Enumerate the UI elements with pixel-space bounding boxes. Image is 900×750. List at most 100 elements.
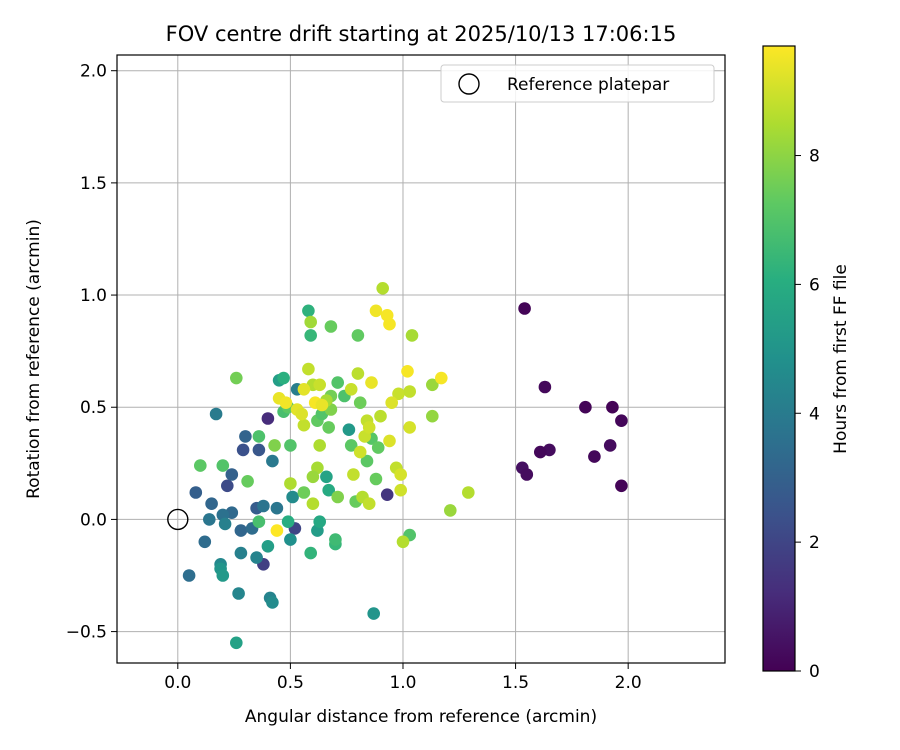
data-point	[304, 329, 318, 342]
data-point	[216, 569, 230, 582]
data-point	[261, 412, 275, 425]
data-point	[252, 515, 266, 528]
plot-area	[117, 55, 725, 663]
data-point	[205, 497, 218, 511]
data-point	[261, 540, 275, 553]
data-point	[320, 470, 333, 484]
data-point	[270, 501, 284, 515]
x-tick-label: 1.5	[502, 673, 529, 693]
data-point	[324, 320, 338, 333]
data-point	[216, 459, 230, 472]
data-point	[234, 546, 248, 560]
data-point	[606, 400, 619, 414]
data-point	[360, 454, 374, 468]
data-point	[297, 383, 311, 396]
data-point	[297, 486, 311, 499]
data-point	[270, 524, 284, 537]
colorbar-tick-label: 8	[809, 147, 820, 167]
data-point	[344, 439, 358, 452]
data-point	[534, 445, 547, 459]
data-point	[588, 450, 601, 463]
y-tick-label: 1.0	[80, 286, 107, 306]
data-point	[302, 362, 315, 376]
data-point	[189, 486, 203, 499]
data-point	[322, 421, 336, 434]
data-point	[279, 396, 293, 410]
data-point	[367, 607, 381, 620]
data-point	[306, 470, 320, 484]
data-point	[284, 439, 297, 452]
colorbar-tick-label: 4	[809, 404, 820, 424]
colorbar-tick-label: 2	[809, 533, 820, 553]
data-point	[304, 315, 318, 329]
data-point	[194, 459, 207, 472]
colorbar-tick-label: 0	[809, 662, 820, 682]
y-axis-label: Rotation from reference (arcmin)	[24, 219, 44, 499]
y-tick-label: 1.5	[80, 174, 107, 194]
data-point	[257, 499, 270, 513]
x-tick-label: 1.0	[389, 673, 416, 693]
data-point	[396, 535, 410, 549]
data-point	[225, 468, 239, 481]
data-point	[538, 380, 552, 394]
data-point	[374, 409, 387, 423]
data-point	[239, 430, 252, 443]
legend: Reference platepar	[440, 64, 715, 103]
data-point	[362, 497, 376, 511]
data-point	[426, 409, 439, 423]
data-point	[385, 396, 399, 410]
data-point	[444, 504, 457, 517]
data-point	[198, 535, 212, 549]
data-points	[182, 282, 628, 650]
data-point	[405, 329, 419, 342]
data-point	[252, 430, 266, 443]
data-point	[236, 443, 250, 457]
data-point	[518, 302, 531, 315]
data-point	[203, 513, 216, 526]
data-point	[329, 533, 342, 546]
data-point	[302, 304, 315, 318]
data-point	[394, 483, 408, 497]
data-point	[295, 407, 309, 421]
data-point	[266, 596, 279, 609]
data-point	[380, 488, 394, 502]
legend-label: Reference platepar	[507, 75, 669, 95]
y-tick-label: 0.5	[80, 398, 107, 418]
data-point	[353, 445, 367, 459]
data-point	[615, 414, 628, 428]
legend-box	[440, 64, 715, 103]
data-point	[306, 497, 320, 511]
x-axis-label: Angular distance from reference (arcmin)	[245, 707, 597, 727]
legend-marker-icon	[458, 73, 480, 95]
y-tick-label: 2.0	[80, 62, 107, 82]
data-point	[209, 407, 223, 421]
x-axis-ticks: 0.0 0.5 1.0 1.5 2.0	[164, 663, 642, 693]
data-point	[313, 439, 327, 452]
data-point	[365, 376, 378, 389]
data-point	[304, 546, 318, 560]
data-point	[230, 371, 243, 385]
data-point	[353, 396, 367, 410]
data-point	[218, 517, 232, 531]
colorbar-gradient	[763, 46, 795, 671]
colorbar: 0 2 4 6 8 Hours from first FF file	[762, 45, 851, 682]
data-point	[284, 533, 297, 546]
data-point	[344, 383, 358, 396]
data-point	[362, 421, 376, 434]
data-point	[331, 376, 345, 389]
x-tick-label: 0.5	[277, 673, 304, 693]
data-point	[426, 378, 439, 392]
colorbar-frame	[762, 45, 796, 672]
y-tick-label: −0.5	[66, 623, 107, 643]
data-point	[331, 490, 345, 504]
data-point	[403, 421, 417, 434]
y-axis-ticks: −0.5 0.0 0.5 1.0 1.5 2.0	[66, 62, 117, 643]
data-point	[284, 477, 297, 490]
axes-frame	[116, 54, 726, 664]
data-point	[221, 479, 234, 493]
data-point	[369, 472, 383, 486]
data-point	[403, 385, 417, 398]
chart-title: FOV centre drift starting at 2025/10/13 …	[166, 22, 677, 46]
data-point	[371, 441, 385, 454]
